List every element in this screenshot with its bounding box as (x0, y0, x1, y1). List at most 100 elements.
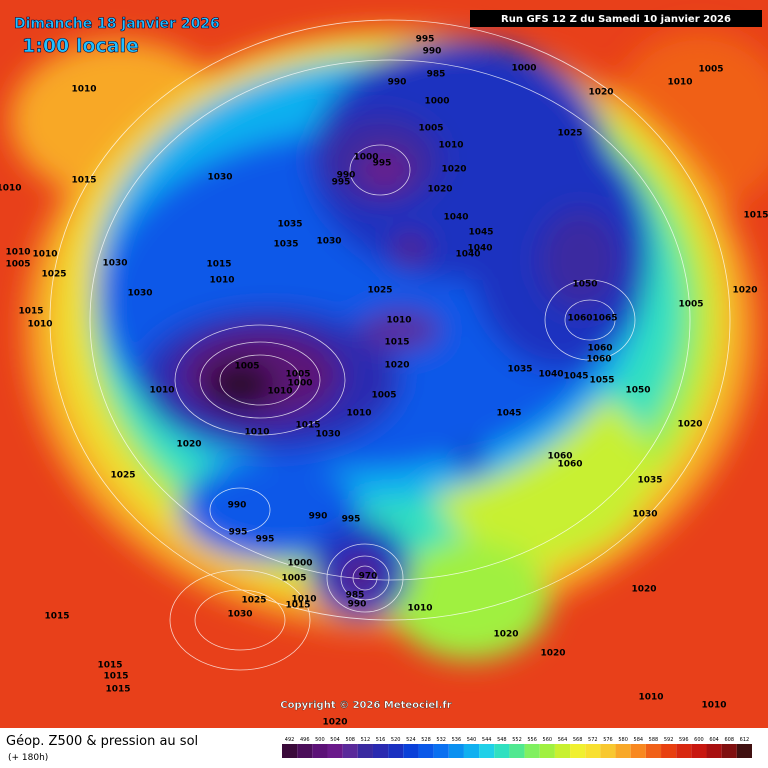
scale-swatch (372, 744, 389, 758)
scale-label: 576 (603, 737, 613, 743)
pressure-label: 995 (332, 178, 351, 188)
pressure-label: 1010 (267, 387, 292, 397)
scale-swatch (615, 744, 631, 758)
pressure-label: 1030 (102, 259, 127, 269)
date-text: Dimanche 18 janvier 2026 (14, 16, 220, 32)
pressure-label: 1005 (234, 362, 259, 372)
scale-label: 568 (573, 737, 583, 743)
scale-swatch (357, 744, 373, 758)
pressure-label: 1015 (18, 307, 43, 317)
pressure-label: 1030 (316, 237, 341, 247)
scale-swatch (418, 744, 434, 758)
scale-label: 572 (588, 737, 598, 743)
pressure-label: 1005 (281, 574, 306, 584)
pressure-labels: 9959909859901000101010051010102010001005… (0, 35, 768, 728)
scale-swatch (463, 744, 480, 758)
scale-swatch (509, 744, 525, 758)
scale-label: 508 (345, 737, 355, 743)
pressure-label: 1050 (625, 386, 650, 396)
scale-swatch (448, 744, 464, 758)
pressure-label: 1000 (511, 64, 536, 74)
pressure-label: 1040 (467, 244, 492, 254)
pressure-label: 1040 (538, 370, 563, 380)
run-text: Run GFS 12 Z du Samedi 10 janvier 2026 (501, 14, 731, 25)
pressure-label: 1050 (572, 280, 597, 290)
pressure-label: 1010 (407, 604, 432, 614)
pressure-label: 1020 (441, 165, 466, 175)
scale-swatch (630, 744, 646, 758)
pressure-label: 1015 (105, 685, 130, 695)
pressure-label: 990 (337, 171, 356, 181)
pressure-label: 1020 (732, 286, 757, 296)
pressure-label: 1000 (287, 379, 312, 389)
scale-label: 540 (467, 737, 477, 743)
pressure-label: 1010 (71, 85, 96, 95)
scale-swatch (570, 744, 586, 758)
pressure-label: 1040 (443, 213, 468, 223)
pressure-label: 1025 (241, 596, 266, 606)
pressure-label: 1010 (638, 693, 663, 703)
pressure-label: 1020 (540, 649, 565, 659)
pressure-label: 990 (228, 501, 247, 511)
pressure-label: 1010 (438, 141, 463, 151)
scale-label: 600 (694, 737, 704, 743)
pressure-label: 1035 (637, 476, 662, 486)
pressure-label: 1035 (277, 220, 302, 230)
time-text: 1:00 locale (22, 35, 139, 57)
copyright: Copyright © 2026 Meteociel.fr (280, 700, 451, 711)
pressure-label: 1065 (592, 314, 617, 324)
scale-label: 556 (527, 737, 537, 743)
pressure-label: 1015 (71, 176, 96, 186)
footer-lead: (+ 180h) (8, 753, 48, 763)
color-scale: 492 496 500 504 508 512 516 520 524 528 532 536 540 5… (282, 737, 752, 758)
pressure-label: 1045 (496, 409, 521, 419)
pressure-label: 1015 (103, 672, 128, 682)
pressure-label: 1060 (557, 460, 582, 470)
pressure-label: 1010 (27, 320, 52, 330)
pressure-label: 1015 (44, 612, 69, 622)
pressure-label: 1010 (346, 409, 371, 419)
scale-label: 516 (376, 737, 386, 743)
pressure-label: 1010 (667, 78, 692, 88)
scale-label: 520 (391, 737, 401, 743)
pressure-label: 1025 (367, 286, 392, 296)
scale-label: 564 (558, 737, 568, 743)
scale-label: 492 (285, 737, 295, 743)
pressure-label: 1005 (285, 370, 310, 380)
pressure-label: 1000 (287, 559, 312, 569)
pressure-label: 985 (346, 591, 365, 601)
pressure-label: 1010 (386, 316, 411, 326)
pressure-label: 1030 (127, 289, 152, 299)
scale-label: 604 (709, 737, 719, 743)
footer-title: Géop. Z500 & pression au sol (6, 734, 198, 749)
pressure-label: 1020 (631, 585, 656, 595)
pressure-label: 985 (427, 70, 446, 80)
pressure-label: 1030 (315, 430, 340, 440)
scale-swatch (524, 744, 540, 758)
scale-label: 592 (664, 737, 674, 743)
scale-label: 584 (634, 737, 644, 743)
scale-swatch (282, 744, 298, 758)
scale-swatch (691, 744, 707, 758)
scale-swatch (539, 744, 555, 758)
scale-label: 536 (452, 737, 462, 743)
scale-swatch (600, 744, 616, 758)
scale-swatch (403, 744, 419, 758)
pressure-label: 995 (342, 515, 361, 525)
scale-swatch (297, 744, 313, 758)
pressure-label: 1030 (632, 510, 657, 520)
pressure-label: 1010 (32, 250, 57, 260)
scale-swatch (554, 744, 571, 758)
scale-swatch (479, 744, 495, 758)
run-box (470, 10, 762, 27)
scale-label: 544 (482, 737, 492, 743)
pressure-label: 1030 (207, 173, 232, 183)
pressure-label: 1045 (563, 372, 588, 382)
scale-label: 532 (436, 737, 446, 743)
pressure-label: 1005 (418, 124, 443, 134)
scale-label: 504 (330, 737, 340, 743)
pressure-label: 1020 (588, 88, 613, 98)
pressure-label: 1005 (698, 65, 723, 75)
scale-swatch (312, 744, 328, 758)
